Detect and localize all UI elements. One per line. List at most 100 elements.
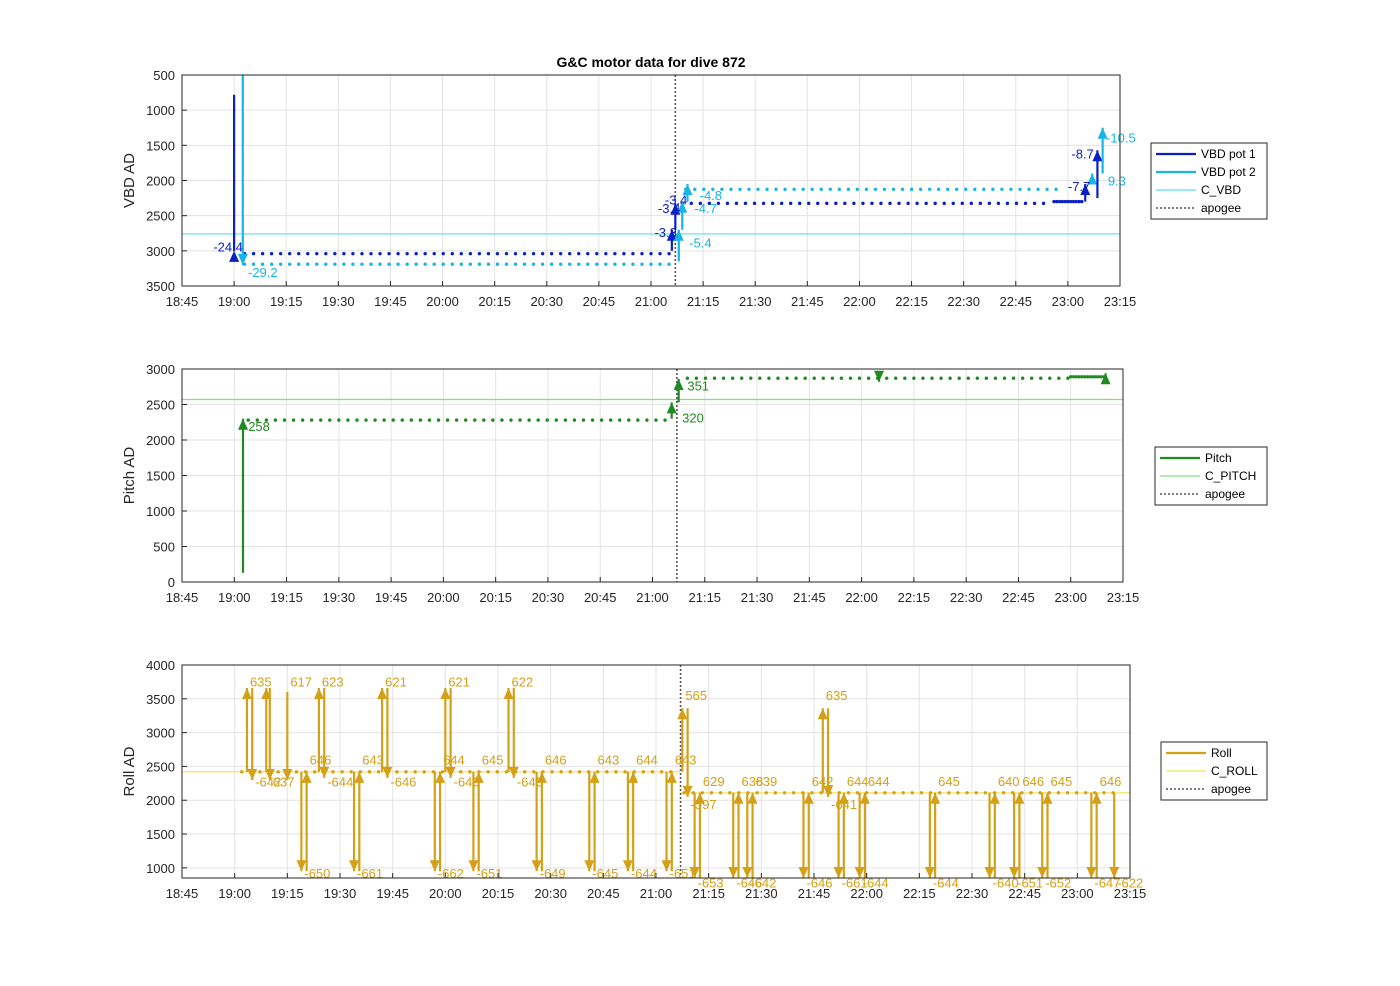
data-point [351,251,355,256]
data-point [821,376,825,380]
data-point [816,201,820,206]
data-point [730,376,735,380]
data-point [1027,187,1031,191]
data-point [300,418,305,422]
data-point [803,376,807,380]
data-point [627,418,631,422]
data-point [770,201,775,206]
data-point [755,791,759,795]
x-tick-label: 22:30 [950,590,983,605]
data-point [779,201,784,206]
data-point [1054,187,1058,191]
data-point [960,201,964,206]
data-point [631,251,635,256]
data-point [698,201,703,206]
data-point [549,262,554,266]
data-point [309,418,314,422]
data-point [378,262,382,266]
data-point [1000,187,1004,191]
roll-move-arrow-head [989,792,1000,804]
roll-move-arrow-head [728,867,739,878]
legend-entry: C_ROLL [1211,764,1258,778]
data-point [640,251,644,256]
data-point [812,376,816,380]
x-tick-label: 20:30 [532,590,565,605]
data-point [966,376,970,380]
data-point [568,262,572,266]
roll-move-arrow-head [429,860,440,872]
x-tick-label: 21:15 [692,886,725,901]
motor-move-arrow-head [1092,150,1103,162]
x-tick-label: 21:15 [687,294,720,309]
data-point [897,201,901,206]
roll-move-arrow-head [247,768,258,780]
data-point [785,376,789,380]
legend-entry: Pitch [1205,451,1232,465]
y-tick-label: 2000 [146,433,175,448]
x-tick-label: 22:15 [895,294,928,309]
legend-entry: C_VBD [1201,183,1241,197]
data-point [1069,375,1073,379]
roll-move-arrow-head [301,771,312,783]
x-tick-label: 20:15 [478,294,511,309]
data-point [743,201,748,206]
data-point [855,791,860,795]
y-tick-label: 3000 [146,726,175,741]
data-point [495,770,499,774]
data-point [761,201,766,206]
roll-move-label: -662 [438,866,464,881]
roll-move-label: 644 [443,752,465,767]
y-tick-label: 1500 [146,469,175,484]
data-point [782,791,787,795]
roll-move-label: 623 [322,675,344,690]
data-point [287,251,292,256]
roll-panel: 18:45 19:00 19:15 19:30 19:45 20:00 20:15 20:30… [121,658,1268,901]
roll-move-arrow-head [694,792,705,804]
x-tick-label: 18:45 [166,886,199,901]
roll-move-arrow-head [382,766,393,778]
data-point [509,418,513,422]
roll-move-arrow-head [584,860,595,872]
data-point [605,770,609,774]
roll-move-label: 640 [998,774,1020,789]
data-point [900,187,905,191]
data-point [912,376,916,380]
roll-move-arrow-head [313,687,324,699]
data-point [834,201,838,206]
data-point [650,770,655,774]
data-point [459,262,464,266]
roll-move-label: 646 [310,752,332,767]
roll-move-arrow-head [1109,867,1120,878]
roll-move-label: -644 [933,875,959,890]
data-point [468,262,473,266]
x-tick-label: 21:00 [635,294,668,309]
data-point [807,201,811,206]
data-point [427,418,432,422]
data-point [693,187,697,191]
data-point [1038,791,1042,795]
data-point [837,187,841,191]
data-point [1068,199,1073,204]
data-point [255,418,259,422]
data-point [614,770,618,774]
roll-move-label: -646 [806,875,832,890]
data-point [367,770,372,774]
data-point [577,262,581,266]
x-tick-label: 22:45 [1002,590,1035,605]
data-point [477,251,482,256]
data-point [930,376,934,380]
y-tick-label: 4000 [146,658,175,673]
x-tick-label: 20:00 [427,590,460,605]
data-point [947,791,951,795]
data-point [866,376,871,380]
data-point [331,770,335,774]
roll-move-label: 645 [1050,774,1072,789]
data-point [504,262,509,266]
data-point [734,201,739,206]
data-point [613,262,617,266]
data-point [504,251,509,256]
data-point [349,770,353,774]
data-point [382,418,386,422]
roll-move-label: -622 [1117,875,1143,890]
x-tick-label: 19:45 [375,590,408,605]
